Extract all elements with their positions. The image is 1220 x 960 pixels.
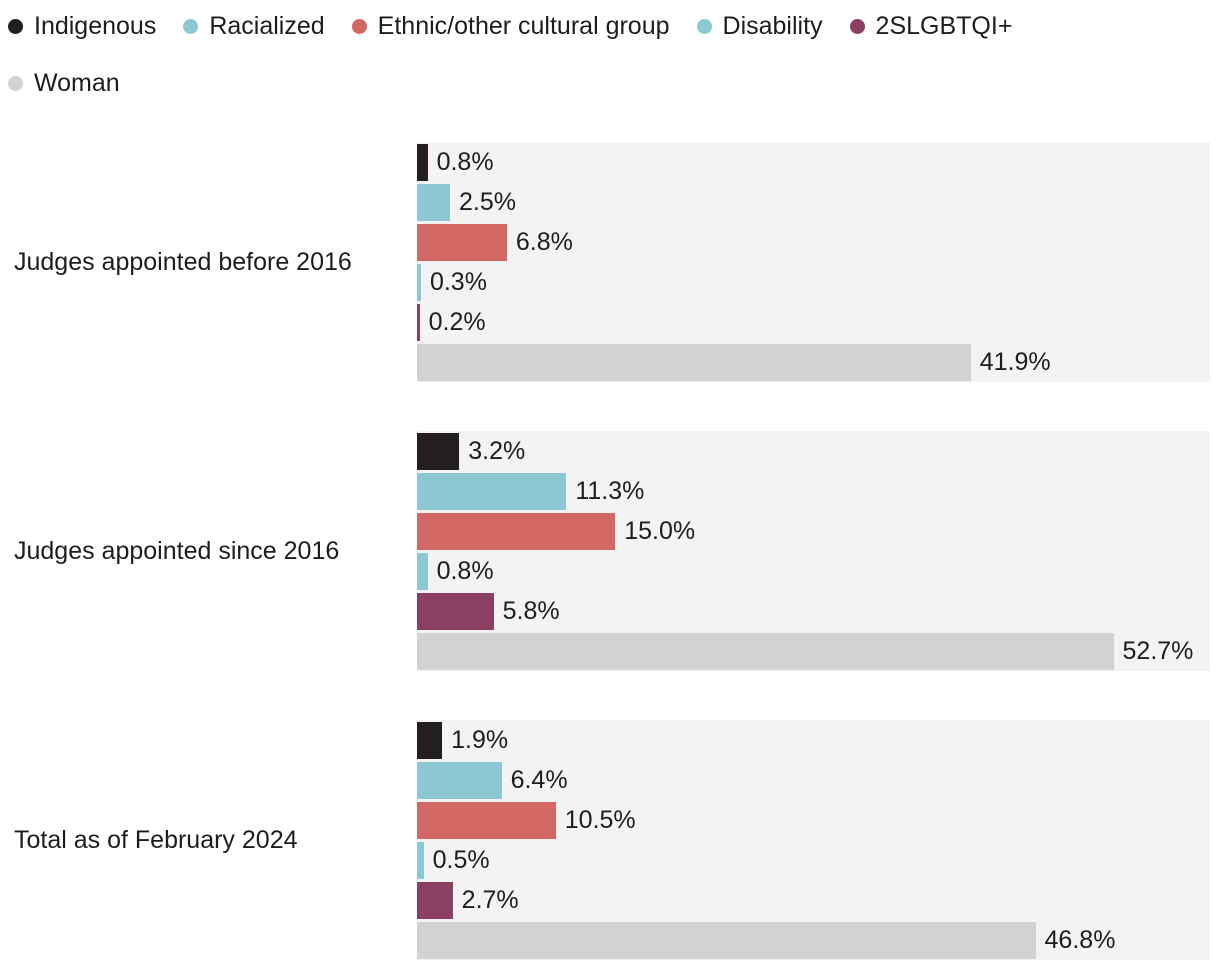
bar-row: 11.3% xyxy=(417,471,1210,511)
bar-disability xyxy=(417,841,424,879)
legend-item-racialized: Racialized xyxy=(183,12,325,41)
bar-row: 3.2% xyxy=(417,431,1210,471)
bar-row: 6.4% xyxy=(417,760,1210,800)
bar-value-label: 52.7% xyxy=(1122,636,1194,665)
bar-racialized xyxy=(417,761,502,799)
legend-label: 2SLGBTQI+ xyxy=(875,12,1013,40)
bar-row: 0.8% xyxy=(417,551,1210,591)
bar-woman xyxy=(417,343,971,381)
bar-row: 0.2% xyxy=(417,302,1210,342)
bar-woman xyxy=(417,921,1036,959)
chart-group: Judges appointed since 2016 3.2% 11.3% 15.… xyxy=(0,431,1220,671)
legend-swatch-icon xyxy=(8,19,23,34)
bar-value-label: 2.5% xyxy=(459,187,517,216)
bar-value-label: 6.4% xyxy=(510,765,568,794)
legend-label: Disability xyxy=(722,12,823,40)
bar-row: 0.3% xyxy=(417,262,1210,302)
legend-item-indigenous: Indigenous xyxy=(8,12,156,41)
bar-value-label: 0.8% xyxy=(436,147,494,176)
bar-ethnic-other-cultural-group xyxy=(417,223,507,261)
bar-row: 0.5% xyxy=(417,840,1210,880)
bar-row: 52.7% xyxy=(417,631,1210,671)
bar-value-label: 0.5% xyxy=(432,845,490,874)
legend-swatch-icon xyxy=(696,19,712,34)
legend-label: Ethnic/other cultural group xyxy=(377,12,670,40)
bar-ethnic-other-cultural-group xyxy=(417,512,616,550)
bar-row: 1.9% xyxy=(417,720,1210,760)
bar-plot-2: 1.9% 6.4% 10.5% 0.5% 2.7% 46.8% xyxy=(417,720,1210,960)
bar-value-label: 11.3% xyxy=(575,476,645,505)
row-label: Judges appointed since 2016 xyxy=(14,537,340,565)
legend-swatch-icon xyxy=(183,19,199,34)
legend-item-disability: Disability xyxy=(696,12,823,41)
legend-swatch-icon xyxy=(849,19,865,34)
bar-2slgbtqi xyxy=(417,303,420,341)
chart-group: Judges appointed before 2016 0.8% 2.5% 6.8… xyxy=(0,142,1220,382)
bar-value-label: 6.8% xyxy=(515,227,573,256)
bar-row: 10.5% xyxy=(417,800,1210,840)
bar-value-label: 46.8% xyxy=(1044,925,1116,954)
chart: Judges appointed before 2016 0.8% 2.5% 6.8… xyxy=(0,142,1220,960)
legend-item-ethnic-other-cultural-group: Ethnic/other cultural group xyxy=(351,12,670,41)
legend-item-woman: Woman xyxy=(8,69,120,98)
bar-value-label: 10.5% xyxy=(564,805,636,834)
bar-woman xyxy=(417,632,1114,670)
bar-value-label: 1.9% xyxy=(451,725,509,754)
bar-row: 46.8% xyxy=(417,920,1210,960)
bar-row: 5.8% xyxy=(417,591,1210,631)
bar-disability xyxy=(417,552,428,590)
bar-2slgbtqi xyxy=(417,881,453,919)
bar-row: 6.8% xyxy=(417,222,1210,262)
bar-row: 0.8% xyxy=(417,142,1210,182)
bar-disability xyxy=(417,263,421,301)
bar-value-label: 0.3% xyxy=(429,267,487,296)
bar-row: 2.7% xyxy=(417,880,1210,920)
row-label: Judges appointed before 2016 xyxy=(14,248,352,276)
bar-value-label: 15.0% xyxy=(624,516,696,545)
bar-row: 15.0% xyxy=(417,511,1210,551)
chart-group: Total as of February 2024 1.9% 6.4% 10.5% 0… xyxy=(0,720,1220,960)
bar-plot-1: 3.2% 11.3% 15.0% 0.8% 5.8% 52.7% xyxy=(417,431,1210,671)
legend-label: Racialized xyxy=(209,12,325,40)
bar-value-label: 3.2% xyxy=(468,436,526,465)
bar-racialized xyxy=(417,472,567,510)
bar-value-label: 0.8% xyxy=(436,556,494,585)
bar-row: 2.5% xyxy=(417,182,1210,222)
row-label: Total as of February 2024 xyxy=(14,826,298,854)
bar-ethnic-other-cultural-group xyxy=(417,801,556,839)
bar-row: 41.9% xyxy=(417,342,1210,382)
legend-swatch-icon xyxy=(8,76,23,91)
legend-item-2slgbtqi: 2SLGBTQI+ xyxy=(849,12,1013,41)
bar-value-label: 41.9% xyxy=(979,347,1051,376)
bar-value-label: 0.2% xyxy=(428,307,486,336)
legend: Indigenous Racialized Ethnic/other cultura… xyxy=(0,0,1220,98)
bar-indigenous xyxy=(417,721,443,759)
legend-label: Indigenous xyxy=(34,12,157,40)
bar-2slgbtqi xyxy=(417,592,494,630)
bar-value-label: 5.8% xyxy=(502,596,560,625)
bar-indigenous xyxy=(417,432,460,470)
bar-indigenous xyxy=(417,143,428,181)
legend-swatch-icon xyxy=(351,19,367,34)
legend-label: Woman xyxy=(34,69,120,97)
bar-racialized xyxy=(417,183,451,221)
bar-value-label: 2.7% xyxy=(461,885,519,914)
bar-plot-0: 0.8% 2.5% 6.8% 0.3% 0.2% 41.9% xyxy=(417,142,1210,382)
